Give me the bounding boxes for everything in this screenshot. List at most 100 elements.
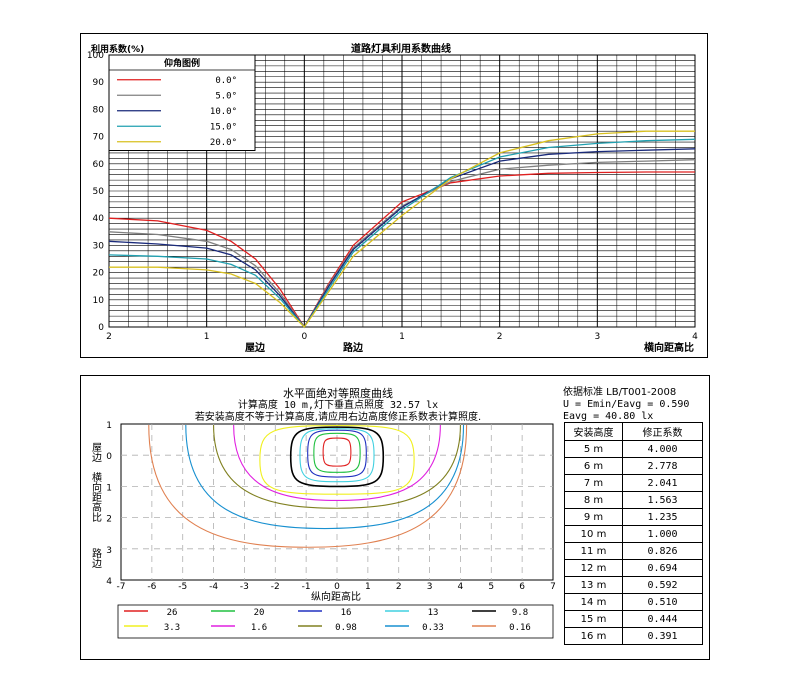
- chart2-x-tick-label: -5: [178, 582, 187, 592]
- chart2-contour: [307, 429, 367, 478]
- table-cell-height: 7 m: [564, 474, 623, 492]
- chart1-x-tick-label: 1: [204, 332, 210, 342]
- chart1-series-line: [109, 130, 695, 329]
- chart2-ylabel-mid: 横向距高比: [90, 471, 102, 522]
- standard-info: 依据标准 LB/T001-2008 U = Emin/Eavg = 0.590 Ea…: [563, 387, 689, 423]
- chart2-contour: [259, 425, 415, 495]
- chart2-legend-label: 1.6: [251, 623, 267, 633]
- chart2-contour: [299, 428, 375, 483]
- table-cell-factor: 1.563: [622, 491, 703, 509]
- chart2-y-tick-label: 3: [106, 546, 112, 556]
- height-correction-table: 安装高度 修正系数 5 m 4.000 6 m 2.778 7 m 2.041 8 m…: [564, 422, 703, 645]
- chart1-legend-title: 仰角图例: [164, 57, 200, 69]
- chart2-x-tick-label: -4: [209, 582, 218, 592]
- chart1-y-tick-label: 60: [93, 160, 105, 170]
- chart1-y-tick-label: 20: [93, 269, 105, 279]
- chart2-contour: [233, 424, 441, 501]
- table-cell-factor: 1.235: [622, 508, 703, 526]
- chart1-series-line: [108, 138, 696, 329]
- chart1-y-tick-label: 70: [93, 133, 105, 143]
- chart2-contour: [185, 424, 465, 530]
- table-row: 9 m 1.235: [564, 508, 703, 526]
- utilization-panel: 0 10 20 30 40 50 60 70 80 90 100 2 1 0 1 2 3 4 仰角图例 0.0° 5.…: [80, 33, 708, 358]
- chart1-x-tick-label: 1: [399, 332, 405, 342]
- table-cell-height: 8 m: [564, 491, 623, 509]
- chart2-legend-label: 13: [428, 608, 439, 618]
- chart1-ylabel: 利用系数(%): [90, 43, 144, 55]
- chart2-title: 水平面绝对等照度曲线: [283, 386, 393, 400]
- house-side-label: 屋边: [245, 341, 266, 354]
- table-row: 12 m 0.694: [564, 559, 703, 577]
- chart1-legend-label: 15.0°: [210, 122, 237, 132]
- chart1-x-tick-label: 2: [497, 332, 503, 342]
- chart2-legend-label: 9.8: [512, 608, 528, 618]
- chart2-contour: [213, 424, 461, 509]
- chart2-subtitle2: 若安装高度不等于计算高度,请应用右边高度修正系数表计算照度.: [195, 410, 481, 423]
- chart1-y-tick-label: 10: [93, 296, 105, 306]
- chart2-x-tick-label: 3: [427, 582, 433, 592]
- table-row: 5 m 4.000: [564, 440, 703, 458]
- chart1-title: 道路灯具利用系数曲线: [351, 42, 451, 55]
- road-side-label: 路边: [343, 341, 364, 354]
- chart1-y-tick-label: 50: [93, 187, 105, 197]
- chart2-contour: [289, 426, 385, 488]
- chart1-x-tick-label: 3: [594, 332, 600, 342]
- chart2-y-tick-label: 0: [106, 452, 112, 462]
- chart1-series-line: [108, 159, 696, 329]
- chart2-y-tick-label: 1: [106, 421, 112, 431]
- chart1-x-tick-label: 4: [692, 332, 698, 342]
- chart2-legend-box: [117, 604, 554, 639]
- chart2-xlabel: 纵向距高比: [311, 590, 361, 603]
- table-cell-factor: 0.444: [622, 610, 703, 628]
- chart1-legend-label: 10.0°: [210, 107, 237, 117]
- chart2-x-tick-label: 0: [334, 582, 340, 592]
- chart2-x-tick-label: -3: [240, 582, 249, 592]
- chart1-x-tick-label: 0: [301, 332, 307, 342]
- chart2-contour: [148, 424, 468, 548]
- chart1-y-tick-label: 40: [93, 214, 105, 224]
- chart2-x-tick-label: -7: [117, 582, 126, 592]
- chart1-legend-box: [108, 54, 256, 151]
- table-cell-height: 16 m: [564, 627, 623, 645]
- table-cell-height: 12 m: [564, 559, 623, 577]
- table-header-row: 安装高度 修正系数: [564, 422, 703, 441]
- chart1-legend-label: 5.0°: [215, 91, 237, 101]
- chart1-xlabel: 横向距高比: [644, 341, 694, 354]
- table-row: 16 m 0.391: [564, 627, 703, 645]
- table-row: 11 m 0.826: [564, 542, 703, 560]
- chart1-y-tick-label: 0: [98, 323, 104, 333]
- chart2-legend-label: 0.98: [335, 623, 357, 633]
- table-cell-height: 5 m: [564, 440, 623, 458]
- chart2-ylabel-top: 屋边: [90, 442, 102, 463]
- table-cell-height: 13 m: [564, 576, 623, 594]
- isolux-chart-svg: 水平面绝对等照度曲线 计算高度 10 m,灯下垂直点照度 32.57 lx 若安…: [90, 386, 556, 639]
- chart2-x-tick-label: 6: [519, 582, 525, 592]
- chart1-legend-label: 20.0°: [210, 138, 237, 148]
- chart2-legend-label: 3.3: [164, 623, 180, 633]
- chart2-x-tick-label: 2: [396, 582, 402, 592]
- chart2-x-tick-label: -6: [147, 582, 156, 592]
- chart1-series-line: [108, 171, 695, 329]
- table-cell-height: 6 m: [564, 457, 623, 475]
- table-row: 13 m 0.592: [564, 576, 703, 594]
- chart2-legend-label: 0.16: [509, 623, 531, 633]
- chart2-ylabel-bottom: 路边: [90, 547, 102, 569]
- table-cell-height: 9 m: [564, 508, 623, 526]
- table-row: 15 m 0.444: [564, 610, 703, 628]
- table-cell-factor: 2.041: [622, 474, 703, 492]
- table-cell-height: 11 m: [564, 542, 623, 560]
- chart2-contour: [322, 437, 352, 467]
- chart2-legend-label: 0.33: [422, 623, 444, 633]
- table-cell-factor: 0.510: [622, 593, 703, 611]
- chart2-y-tick-label: 1: [106, 483, 112, 493]
- table-row: 7 m 2.041: [564, 474, 703, 492]
- chart1-y-tick-label: 100: [87, 51, 104, 61]
- chart1-x-tick-label: 2: [106, 332, 112, 342]
- chart2-contour: [313, 432, 361, 473]
- chart2-legend-label: 20: [254, 608, 265, 618]
- chart2-legend-label: 26: [167, 608, 178, 618]
- chart2-x-tick-label: 7: [550, 582, 556, 592]
- table-cell-factor: 0.826: [622, 542, 703, 560]
- table-cell-factor: 4.000: [622, 440, 703, 458]
